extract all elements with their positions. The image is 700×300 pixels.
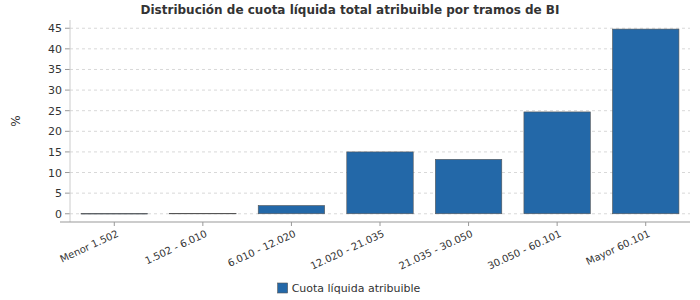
y-tick [65, 110, 70, 111]
x-tick [291, 222, 292, 226]
x-axis [60, 222, 690, 223]
x-tick-label: Menor 1.502 [58, 228, 120, 265]
title: Distribución de cuota líquida total atri… [141, 3, 560, 17]
y-tick [65, 131, 70, 132]
x-tick [645, 222, 646, 226]
bar [170, 213, 236, 215]
grid-line [70, 48, 690, 49]
y-tick [65, 193, 70, 194]
y-tick [65, 48, 70, 49]
chart: Distribución de cuota líquida total atri… [0, 0, 700, 300]
grid-line [70, 131, 690, 132]
legend-swatch [278, 283, 288, 293]
y-tick [65, 90, 70, 91]
x-tick-label: 21.035 - 30.050 [397, 228, 474, 272]
grid-line [70, 90, 690, 91]
y-tick-label: 40 [48, 43, 62, 56]
y-tick-label: 0 [55, 208, 62, 221]
bar [258, 206, 324, 214]
y-tick [65, 213, 70, 214]
y-tick [65, 172, 70, 173]
y-tick-label: 35 [48, 63, 62, 76]
bar [81, 213, 147, 215]
x-tick [380, 222, 381, 226]
x-tick-label: 1.502 - 6.010 [143, 228, 209, 266]
y-tick-label: 15 [48, 146, 62, 159]
bar [435, 159, 501, 213]
x-tick [114, 222, 115, 226]
grid-line [70, 28, 690, 29]
y-tick-label: 10 [48, 167, 62, 180]
x-tick-label: 30.050 - 60.101 [486, 228, 563, 272]
y-tick-label: 5 [55, 187, 62, 200]
y-tick-label: 20 [48, 125, 62, 138]
x-tick [557, 222, 558, 226]
bar [524, 112, 590, 214]
y-axis [70, 20, 71, 222]
x-tick [202, 222, 203, 226]
grid-line [70, 69, 690, 70]
x-tick [468, 222, 469, 226]
bar [347, 152, 413, 214]
x-tick-label: 12.020 - 21.035 [309, 228, 386, 272]
y-label: % [9, 115, 23, 126]
y-tick [65, 151, 70, 152]
x-tick-label: Mayor 60.101 [584, 228, 651, 267]
legend: Cuota líquida atribuible [278, 282, 421, 295]
legend-label: Cuota líquida atribuible [292, 282, 421, 295]
y-tick-label: 25 [48, 105, 62, 118]
grid-line [70, 110, 690, 111]
y-tick [65, 69, 70, 70]
bar [613, 29, 679, 214]
y-tick [65, 28, 70, 29]
y-tick-label: 30 [48, 84, 62, 97]
y-tick-label: 45 [48, 22, 62, 35]
x-tick-label: 6.010 - 12.020 [226, 228, 297, 269]
